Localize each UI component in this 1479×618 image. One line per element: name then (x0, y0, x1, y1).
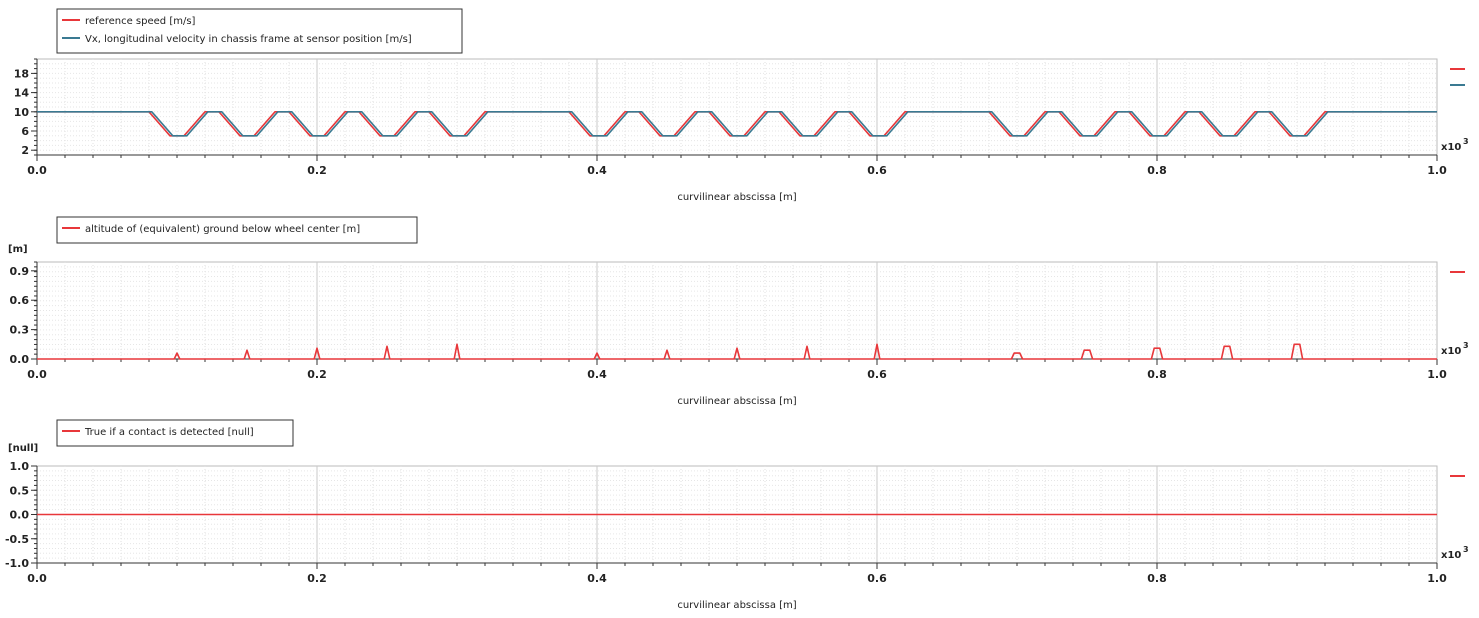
legend-box (56, 8, 463, 54)
y-tick-label: 10 (14, 106, 30, 119)
y-tick-label: -1.0 (5, 557, 29, 570)
x-tick-label: 0.0 (27, 572, 47, 585)
x-axis-label: curvilinear abscissa [m] (677, 600, 796, 611)
y-tick-label: 2 (21, 144, 29, 157)
y-tick-label: 0.0 (10, 353, 30, 366)
x-axis-label: curvilinear abscissa [m] (677, 192, 796, 203)
y-tick-label: -0.5 (5, 533, 29, 546)
x-tick-label: 1.0 (1427, 572, 1447, 585)
y-tick-label: 18 (14, 67, 29, 80)
y-tick-label: 1.0 (10, 460, 30, 473)
x-multiplier: x10 (1441, 346, 1461, 357)
x-tick-label: 0.4 (587, 572, 607, 585)
x-multiplier: x10 (1441, 550, 1461, 561)
series-group (37, 111, 1437, 137)
y-axis-label: [null] (8, 443, 38, 454)
x-tick-label: 0.0 (27, 368, 47, 381)
x-tick-label: 0.6 (867, 572, 887, 585)
x-tick-label: 0.0 (27, 164, 47, 177)
chart-panel-2: True if a contact is detected [null] [nul… (5, 419, 1469, 611)
legend: reference speed [m/s] Vx, longitudinal ve… (56, 8, 463, 54)
x-tick-label: 0.4 (587, 368, 607, 381)
y-tick-label: 0.5 (10, 484, 30, 497)
series-line (37, 343, 1437, 360)
legend-entry: altitude of (equivalent) ground below wh… (85, 224, 360, 235)
y-axis-label: [m] (8, 244, 28, 255)
x-tick-label: 0.2 (307, 164, 327, 177)
chart-panel-1: altitude of (equivalent) ground below wh… (8, 216, 1469, 407)
series-group (37, 343, 1437, 360)
y-tick-label: 6 (21, 125, 29, 138)
x-tick-label: 0.4 (587, 164, 607, 177)
x-tick-label: 0.2 (307, 368, 327, 381)
y-tick-label: 14 (14, 87, 30, 100)
x-multiplier-exponent: 3 (1463, 341, 1469, 350)
legend: altitude of (equivalent) ground below wh… (56, 216, 418, 244)
legend-box (56, 216, 418, 244)
x-axis-label: curvilinear abscissa [m] (677, 396, 796, 407)
x-tick-label: 0.2 (307, 572, 327, 585)
x-multiplier-exponent: 3 (1463, 545, 1469, 554)
legend-entry: reference speed [m/s] (85, 16, 196, 27)
legend-box (56, 419, 294, 447)
x-tick-label: 0.8 (1147, 164, 1167, 177)
y-tick-label: 0.0 (10, 509, 30, 522)
x-tick-label: 0.6 (867, 368, 887, 381)
y-tick-label: 0.6 (10, 294, 30, 307)
x-tick-label: 0.8 (1147, 368, 1167, 381)
x-multiplier-exponent: 3 (1463, 137, 1469, 146)
x-multiplier: x10 (1441, 142, 1461, 153)
y-grid (37, 470, 1437, 559)
x-tick-label: 1.0 (1427, 368, 1447, 381)
legend: True if a contact is detected [null] (56, 419, 294, 447)
y-tick-label: 0.3 (10, 324, 30, 337)
legend-entry: Vx, longitudinal velocity in chassis fra… (85, 34, 412, 45)
chart-panel-0: reference speed [m/s] Vx, longitudinal ve… (14, 8, 1469, 203)
x-tick-label: 1.0 (1427, 164, 1447, 177)
series-line (37, 111, 1437, 137)
x-tick-label: 0.6 (867, 164, 887, 177)
y-tick-label: 0.9 (10, 265, 30, 278)
x-tick-label: 0.8 (1147, 572, 1167, 585)
legend-entry: True if a contact is detected [null] (84, 427, 254, 438)
